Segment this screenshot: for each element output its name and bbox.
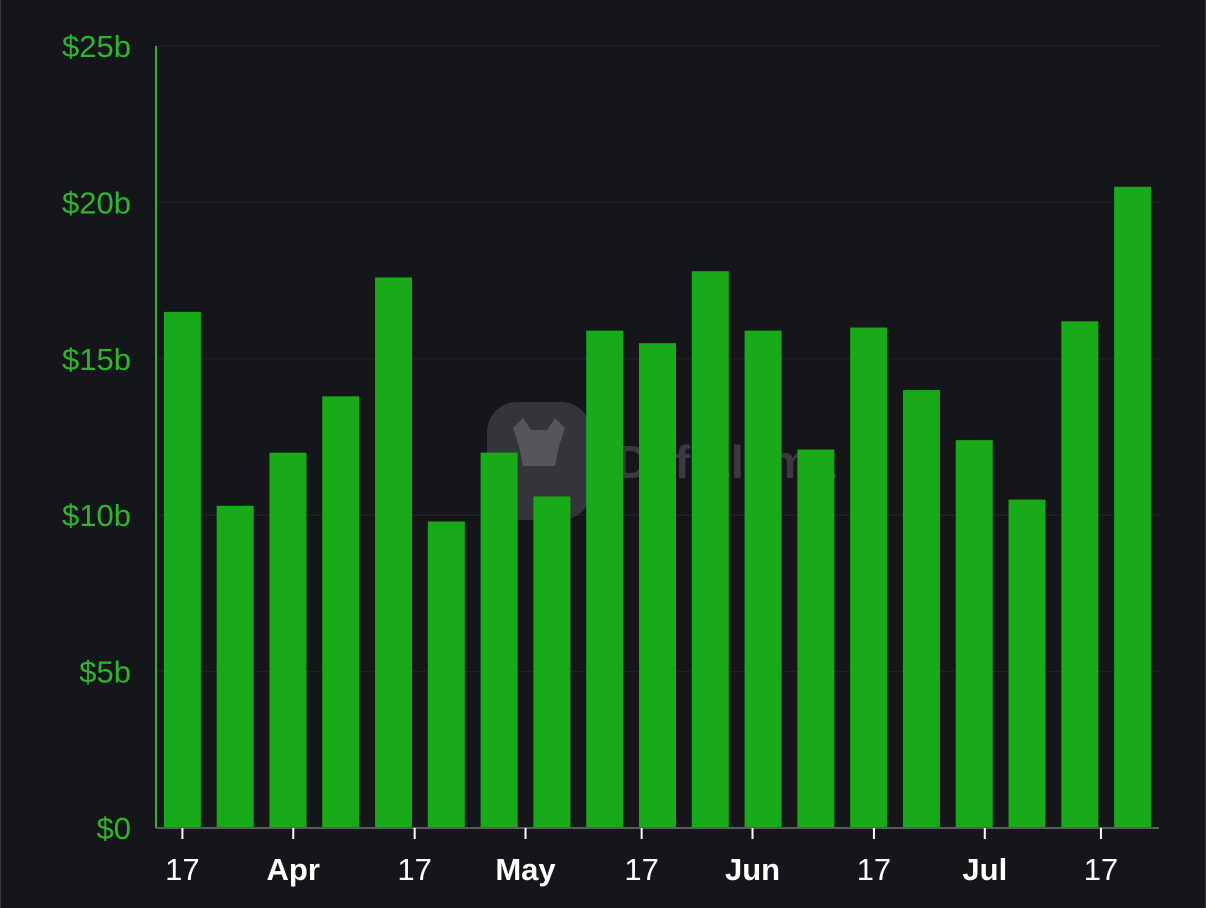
x-tick-label: Apr <box>267 852 320 887</box>
x-tick-label: 17 <box>165 852 199 887</box>
bar[interactable] <box>850 327 888 828</box>
y-tick-label: $20b <box>62 185 131 220</box>
bar[interactable] <box>533 496 571 828</box>
bar[interactable] <box>163 311 201 828</box>
bar[interactable] <box>1061 321 1099 828</box>
y-tick-label: $0 <box>97 811 131 846</box>
bar[interactable] <box>322 396 360 828</box>
bar[interactable] <box>639 343 676 828</box>
bar[interactable] <box>269 452 307 828</box>
x-tick-label: Jul <box>962 852 1007 887</box>
y-tick-label: $15b <box>62 342 131 377</box>
y-axis-labels: $0 $5b $10b $15b $20b $25b <box>62 29 131 846</box>
y-tick-label: $10b <box>62 498 131 533</box>
y-tick-label: $5b <box>79 655 131 690</box>
x-axis-labels: 17 Apr 17 May 17 Jun 17 Jul 17 <box>165 828 1118 887</box>
bar[interactable] <box>1008 499 1046 828</box>
bars <box>163 186 1152 828</box>
x-tick-label: 17 <box>1084 852 1118 887</box>
bar[interactable] <box>586 330 624 828</box>
bar[interactable] <box>902 390 940 828</box>
x-tick-label: 17 <box>397 852 431 887</box>
bar[interactable] <box>797 449 835 828</box>
bar[interactable] <box>744 330 782 828</box>
x-tick-label: Jun <box>725 852 780 887</box>
llama-icon <box>513 418 565 466</box>
y-tick-label: $25b <box>62 29 131 64</box>
x-tick-label: May <box>495 852 556 887</box>
bar[interactable] <box>480 452 518 828</box>
bar[interactable] <box>216 505 254 828</box>
x-tick-label: 17 <box>624 852 658 887</box>
x-tick-label: 17 <box>857 852 891 887</box>
bar[interactable] <box>955 440 993 828</box>
bar[interactable] <box>691 271 729 828</box>
axes <box>155 46 1159 829</box>
bar[interactable] <box>427 521 465 828</box>
bar[interactable] <box>1114 186 1152 828</box>
bar[interactable] <box>375 277 413 828</box>
